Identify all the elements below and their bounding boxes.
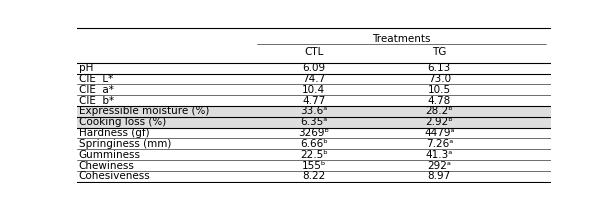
Text: 41.3ᵃ: 41.3ᵃ	[426, 150, 453, 160]
Text: 7.26ᵃ: 7.26ᵃ	[426, 139, 453, 149]
Text: 4.77: 4.77	[302, 96, 325, 106]
Text: 33.6ᵃ: 33.6ᵃ	[300, 107, 327, 116]
Text: Cooking loss (%): Cooking loss (%)	[79, 117, 166, 127]
Text: Hardness (gf): Hardness (gf)	[79, 128, 149, 138]
Text: CIE  L*: CIE L*	[79, 74, 113, 84]
Text: 4.78: 4.78	[428, 96, 451, 106]
Text: 6.13: 6.13	[428, 63, 451, 73]
Bar	[76, 117, 551, 128]
Text: 10.4: 10.4	[302, 85, 325, 95]
Text: Gumminess: Gumminess	[79, 150, 141, 160]
Text: 6.66ᵇ: 6.66ᵇ	[300, 139, 327, 149]
Text: CIE  a*: CIE a*	[79, 85, 114, 95]
Text: 3269ᵇ: 3269ᵇ	[298, 128, 329, 138]
Text: 6.09: 6.09	[302, 63, 325, 73]
Text: Chewiness: Chewiness	[79, 160, 135, 171]
Text: pH: pH	[79, 63, 93, 73]
Text: 8.22: 8.22	[302, 171, 325, 181]
Text: Treatments: Treatments	[372, 34, 431, 44]
Text: Springiness (mm): Springiness (mm)	[79, 139, 171, 149]
Text: 74.7: 74.7	[302, 74, 325, 84]
Text: CIE  b*: CIE b*	[79, 96, 114, 106]
Text: 292ᵃ: 292ᵃ	[427, 160, 451, 171]
Text: 10.5: 10.5	[428, 85, 451, 95]
Bar	[76, 106, 551, 117]
Text: 155ᵇ: 155ᵇ	[302, 160, 326, 171]
Text: 2.92ᵇ: 2.92ᵇ	[425, 117, 453, 127]
Text: TG: TG	[432, 47, 447, 57]
Text: 8.97: 8.97	[428, 171, 451, 181]
Text: 28.2ᵇ: 28.2ᵇ	[425, 107, 453, 116]
Text: CTL: CTL	[304, 47, 323, 57]
Text: 6.35ᵃ: 6.35ᵃ	[300, 117, 327, 127]
Text: 4479ᵃ: 4479ᵃ	[424, 128, 455, 138]
Text: 22.5ᵇ: 22.5ᵇ	[300, 150, 327, 160]
Text: 73.0: 73.0	[428, 74, 451, 84]
Text: Expressible moisture (%): Expressible moisture (%)	[79, 107, 209, 116]
Text: Cohesiveness: Cohesiveness	[79, 171, 151, 181]
